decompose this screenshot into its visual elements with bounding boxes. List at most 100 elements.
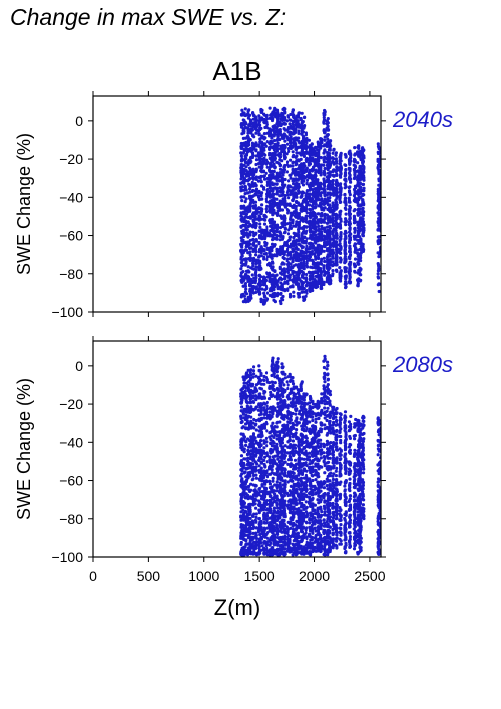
data-point [283,280,287,284]
data-point [259,283,263,287]
data-point [251,167,255,171]
chart-panel-2: 0−20−40−60−80−1000 500 1000 1500 2000 2500SWE… [14,336,453,620]
data-point [320,232,324,236]
data-point [348,257,352,261]
data-point [322,282,326,287]
data-point [353,153,357,157]
data-point [328,226,332,230]
data-point [314,202,318,206]
data-point [285,163,289,167]
data-point [347,186,351,190]
data-point [255,462,259,466]
data-point [298,141,302,145]
data-point [265,158,269,162]
data-point [241,172,245,176]
data-point [296,223,301,227]
data-point [246,459,250,463]
data-point [292,294,296,298]
data-point [338,187,342,192]
data-point [256,408,260,412]
data-point [308,271,312,275]
data-point [299,264,303,268]
data-point [276,211,280,215]
data-point [320,197,324,201]
data-point [348,227,352,232]
data-point [259,461,263,465]
data-point [253,247,257,251]
data-point [291,144,295,148]
data-point [251,477,255,481]
data-point [251,535,255,539]
data-point [319,286,323,291]
data-point [242,378,246,382]
data-point [239,189,243,193]
data-point [305,141,309,145]
data-point [301,271,305,275]
data-point [248,279,252,283]
data-point [251,382,255,386]
data-point [262,416,266,420]
data-point [259,116,264,120]
data-point [248,282,252,286]
data-point [275,237,279,241]
data-point [319,246,323,250]
data-point [361,164,365,168]
data-point [257,143,261,147]
data-point [347,196,351,200]
data-point [260,544,264,548]
data-point [254,162,258,167]
data-point [254,546,258,551]
data-point [251,407,255,411]
data-point [349,260,353,265]
data-point [248,159,252,163]
data-point [261,158,266,162]
data-point [332,263,336,267]
data-point [288,118,292,122]
data-point [294,276,298,280]
data-point [251,375,255,379]
data-point [248,118,252,122]
data-point [289,262,293,266]
data-point [304,206,308,210]
data-point [254,493,258,497]
data-point [287,149,291,153]
data-point [258,502,262,506]
data-point [285,160,290,164]
data-point [278,130,282,134]
data-point [283,199,287,203]
data-point [259,194,263,198]
data-point [239,392,243,396]
data-point [334,212,338,216]
data-point [328,247,332,251]
data-point [259,300,263,304]
data-point [291,164,295,168]
data-point [243,136,248,140]
data-point [259,541,263,545]
data-point [244,157,248,161]
data-point [275,178,279,182]
data-point [302,298,306,302]
data-point [283,177,287,182]
data-point [356,278,360,282]
data-point [289,235,293,239]
data-point [347,271,351,275]
data-point [248,371,252,375]
data-point [272,279,276,283]
data-point [239,474,243,478]
data-point [331,272,335,276]
data-point [334,236,338,240]
data-point [291,127,295,131]
data-point [251,111,255,115]
data-point [248,253,252,257]
data-point [286,210,290,214]
data-point [358,224,362,228]
data-point [259,254,263,258]
data-point [356,189,360,193]
data-point [311,288,315,293]
data-point [239,154,243,158]
data-point [251,400,255,404]
data-point [245,394,249,398]
data-point [253,534,257,539]
data-point [320,249,324,253]
data-point [242,381,246,385]
